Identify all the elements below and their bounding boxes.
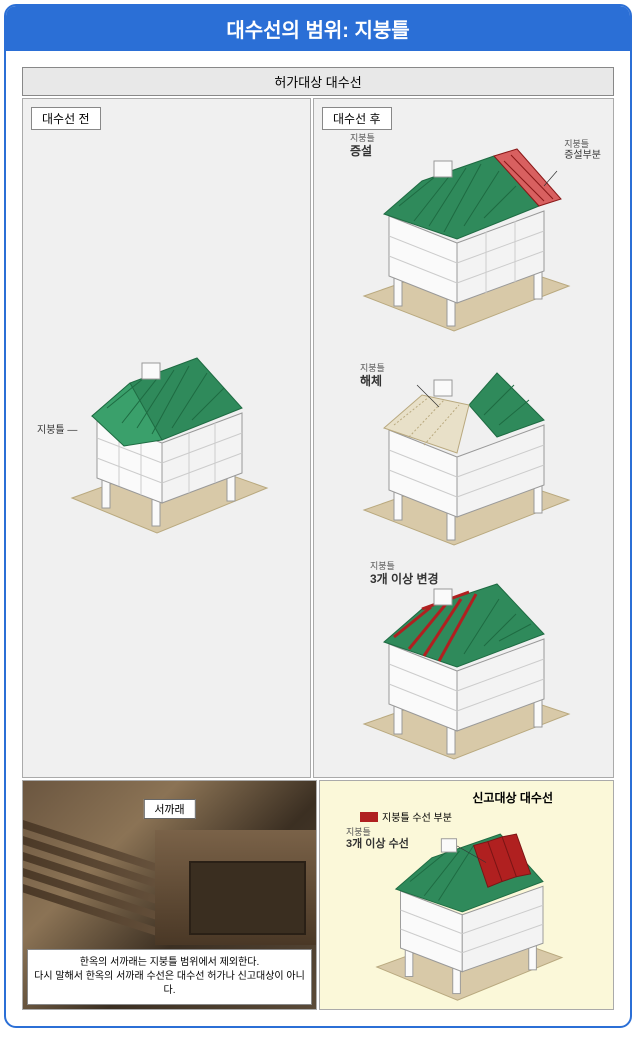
case1-note-title: 지붕틀 (564, 139, 601, 150)
content-area: 허가대상 대수선 대수선 전 지붕틀 — (6, 51, 630, 1026)
before-tag: 대수선 전 (31, 107, 101, 130)
bottom-row: 서까래 한옥의 서까래는 지붕틀 범위에서 제외한다. 다시 말해서 한옥의 서… (22, 780, 614, 1010)
case2-label-title: 지붕틀 (360, 363, 385, 374)
case2-label-main: 해체 (360, 374, 385, 388)
hanok-caption: 한옥의 서까래는 지붕틀 범위에서 제외한다. 다시 말해서 한옥의 서까래 수… (27, 949, 312, 1005)
legend-text: 지붕틀 수선 부분 (382, 809, 452, 824)
before-column: 대수선 전 지붕틀 — (22, 98, 311, 778)
legend-swatch (360, 812, 378, 822)
case1-label-main: 증설 (350, 144, 375, 158)
case-demolish-cell: 지붕틀 해체 (320, 343, 607, 557)
caption-line2: 다시 말해서 한옥의 서까래 수선은 대수선 허가나 신고대상이 아니다. (34, 970, 305, 998)
caption-line1: 한옥의 서까래는 지붕틀 범위에서 제외한다. (34, 956, 305, 970)
after-column: 대수선 후 지붕틀 증설 지붕틀 증설부분 (313, 98, 614, 778)
case-extension-cell: 지붕틀 증설 지붕틀 증설부분 (320, 129, 607, 343)
notice-title: 신고대상 대수선 (472, 789, 553, 806)
hanok-photo-body: 서까래 (23, 781, 316, 945)
case3-label-title: 지붕틀 (370, 561, 439, 572)
before-cell: 지붕틀 — (23, 328, 310, 548)
building-case1-svg (339, 131, 589, 341)
building-case3-svg (339, 559, 589, 769)
notice-label-main: 3개 이상 수선 (346, 838, 409, 851)
notice-pane: 신고대상 대수선 지붕틀 수선 부분 지붕틀 3개 이상 수선 (319, 780, 614, 1010)
case-change3-cell: 지붕틀 3개 이상 변경 (320, 557, 607, 771)
title-bar: 대수선의 범위: 지붕틀 (6, 6, 630, 51)
case3-label-main: 3개 이상 변경 (370, 572, 439, 586)
case1-note-main: 증설부분 (564, 150, 601, 162)
case1-label-title: 지붕틀 (350, 133, 375, 144)
document-frame: 대수선의 범위: 지붕틀 허가대상 대수선 대수선 전 지붕틀 — (4, 4, 632, 1028)
notice-legend: 지붕틀 수선 부분 (360, 809, 452, 824)
before-label: 지붕틀 (37, 425, 65, 436)
hanok-photo-pane: 서까래 한옥의 서까래는 지붕틀 범위에서 제외한다. 다시 말해서 한옥의 서… (22, 780, 317, 1010)
permit-section-header: 허가대상 대수선 (22, 67, 614, 96)
notice-label-title: 지붕틀 (346, 827, 409, 838)
after-tag: 대수선 후 (322, 107, 392, 130)
building-before-svg (52, 328, 282, 548)
rafter-photo-label: 서까래 (143, 799, 195, 819)
permit-two-col: 대수선 전 지붕틀 — (22, 98, 614, 778)
